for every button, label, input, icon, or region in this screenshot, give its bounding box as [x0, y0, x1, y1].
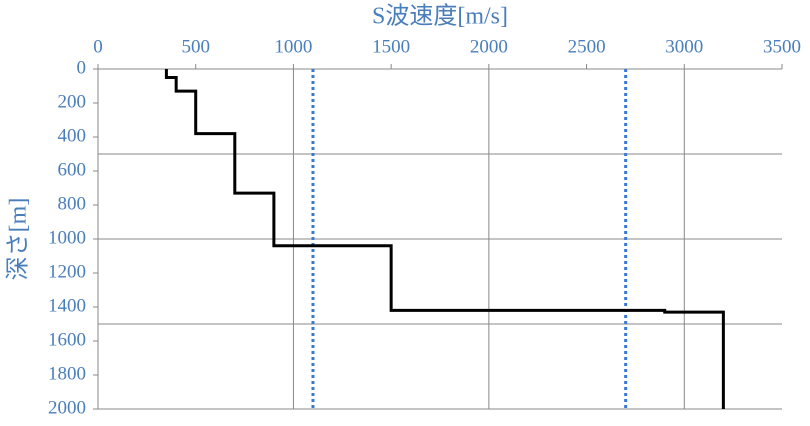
x-tick-label: 3500	[763, 36, 801, 57]
step-line	[164, 69, 725, 409]
x-tick-label: 0	[93, 36, 103, 57]
x-axis-title: S波速度[m/s]	[372, 3, 508, 30]
x-tick-label: 2500	[568, 36, 606, 57]
x-tick-label: 3000	[665, 36, 703, 57]
y-tick-label: 1600	[48, 329, 86, 350]
y-tick-label: 1200	[48, 261, 86, 282]
y-tick-label: 800	[58, 193, 87, 214]
y-tick-label: 1800	[48, 363, 86, 384]
y-tick-label: 1400	[48, 295, 86, 316]
x-tick-label: 2000	[470, 36, 508, 57]
y-axis-title: 深さ[m]	[5, 198, 32, 281]
x-tick-label: 1000	[274, 36, 312, 57]
y-tick-label: 600	[58, 159, 87, 180]
y-tick-label: 2000	[48, 397, 86, 418]
y-tick-label: 1000	[48, 227, 86, 248]
x-tick-label: 500	[181, 36, 210, 57]
y-tick-label: 200	[58, 91, 87, 112]
y-tick-label: 400	[58, 125, 87, 146]
y-tick-label: 0	[77, 57, 87, 78]
x-tick-label: 1500	[372, 36, 410, 57]
